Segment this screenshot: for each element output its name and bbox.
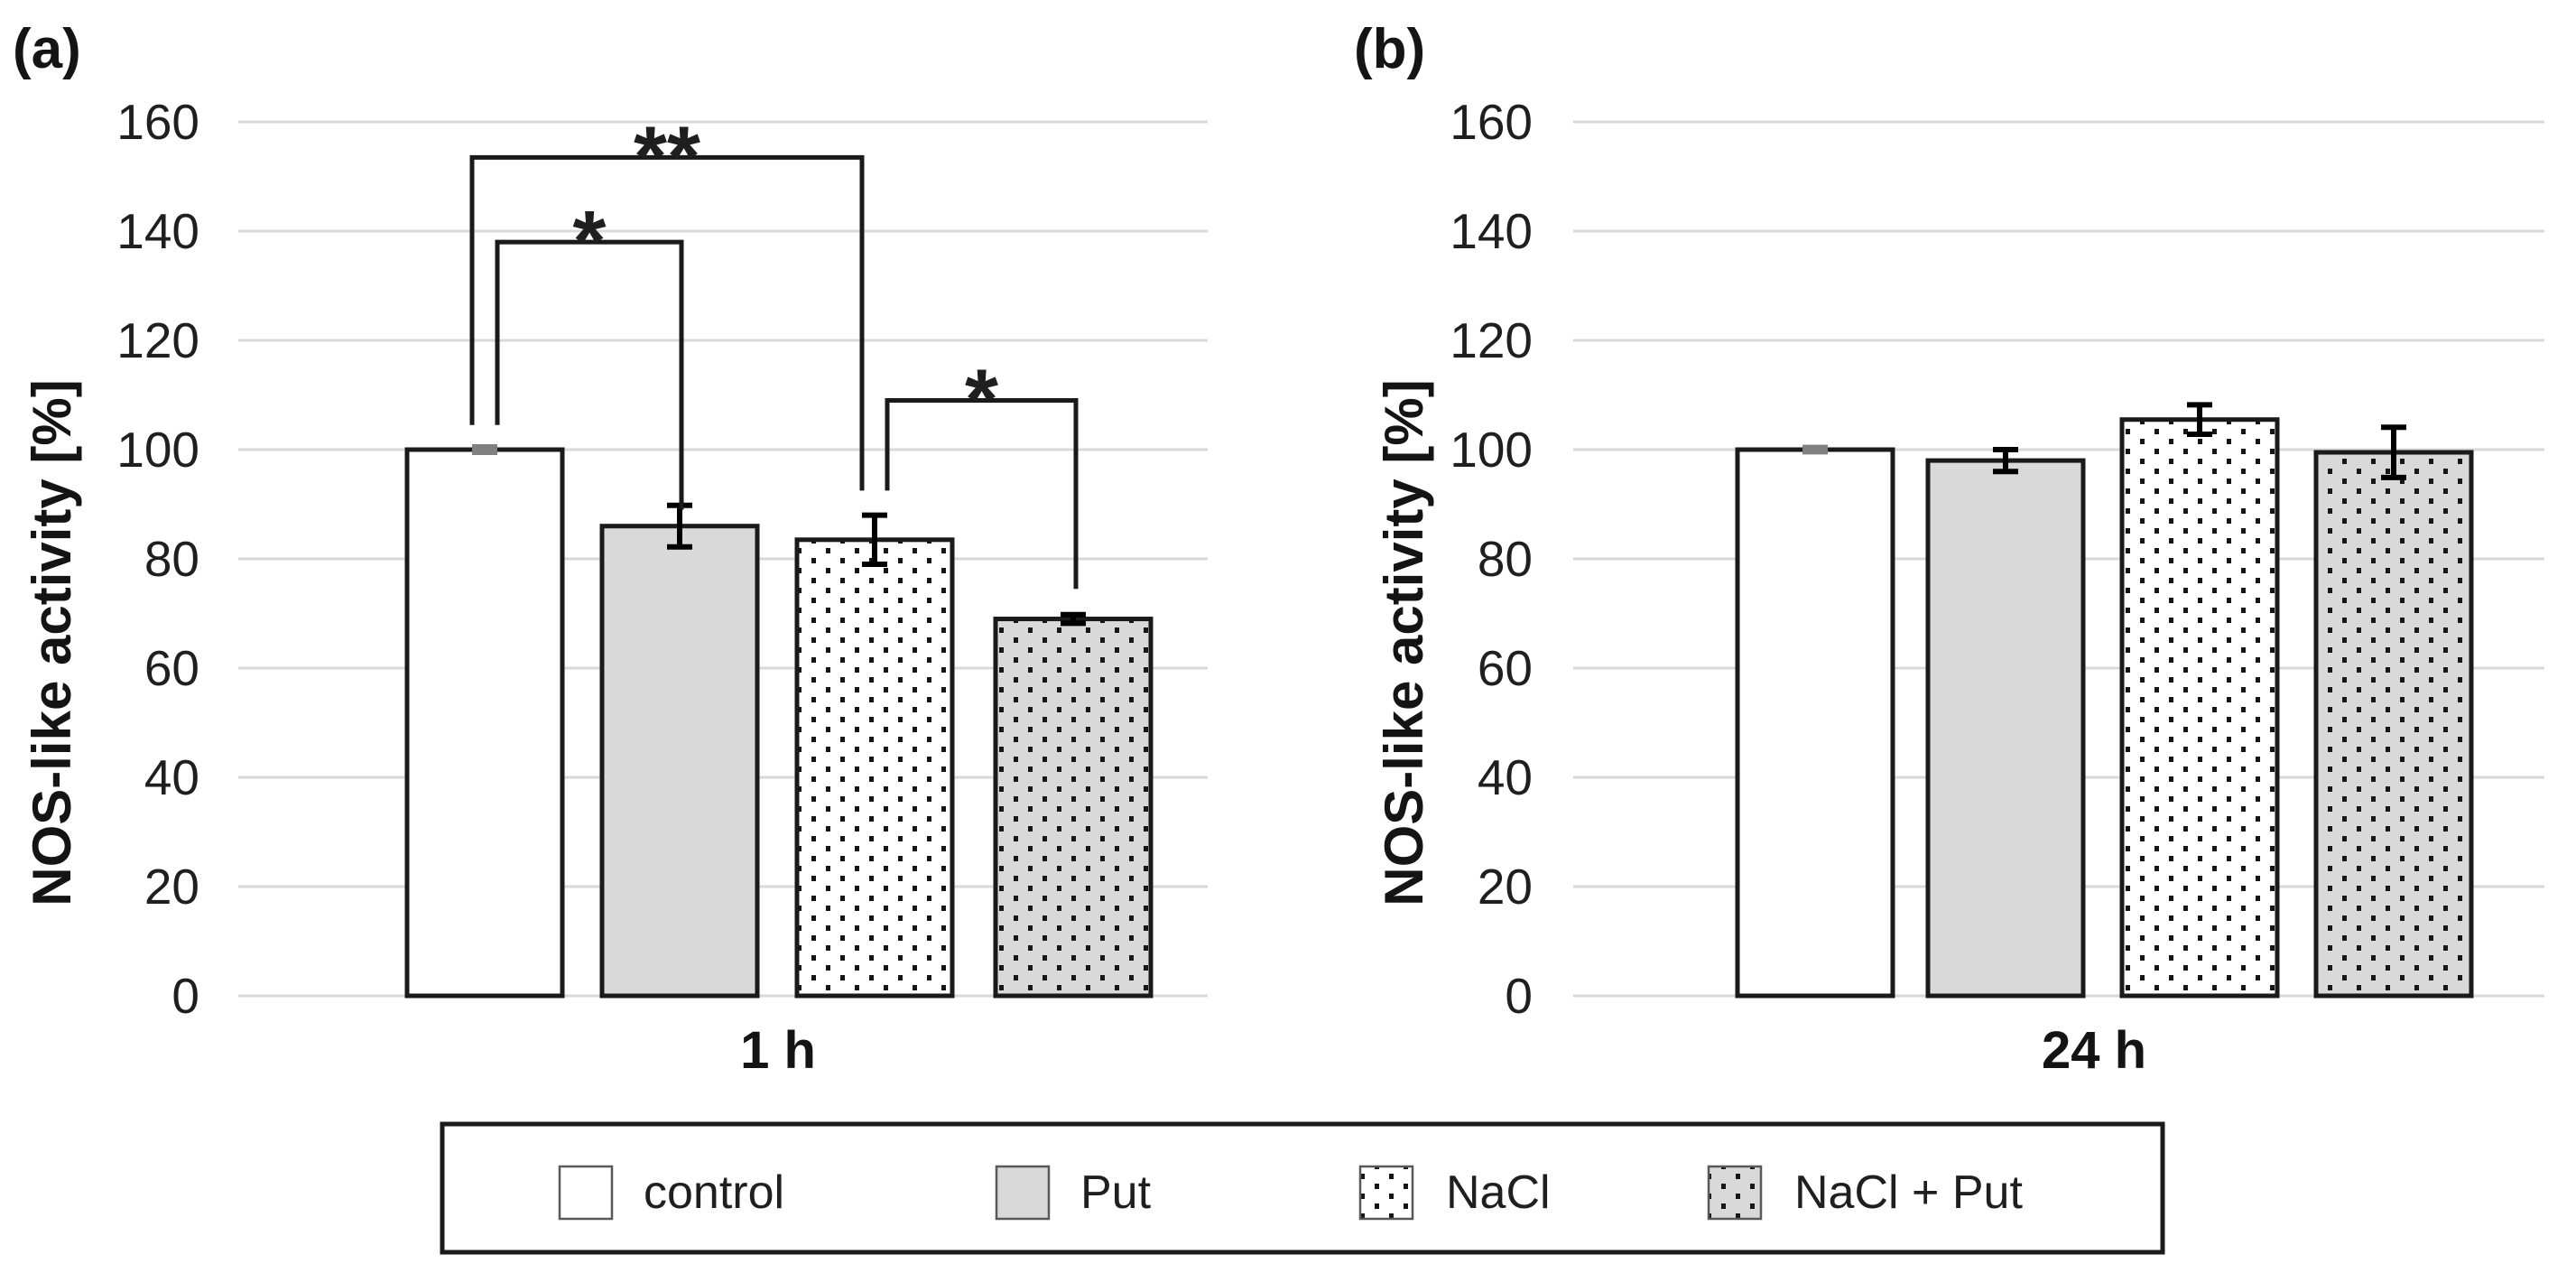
panel-b-label: (b): [1354, 18, 1426, 80]
bar-a-control: [404, 447, 565, 999]
y-tick-label-b-0: 0: [1505, 968, 1533, 1024]
legend-box: [440, 1121, 2165, 1255]
panel-a-x-category-label: 1 h: [740, 1021, 816, 1080]
error-bar-a-nacl: [862, 512, 887, 568]
panel-b-x-category-label: 24 h: [2041, 1021, 2147, 1080]
y-tick-label-a-100: 100: [116, 422, 199, 478]
bar-a-put: [599, 524, 760, 999]
y-tick-label-a-60: 60: [144, 640, 199, 696]
error-bar-b-nacl-put: [2381, 424, 2406, 480]
legend-label-nacl-put: NaCl + Put: [1794, 1166, 2023, 1219]
y-tick-label-b-40: 40: [1478, 749, 1533, 805]
bar-b-nacl-put: [2313, 450, 2474, 999]
legend-swatch-nacl-icon: [1358, 1165, 1414, 1221]
panel-b-y-axis-title: NOS-like activity [%]: [1374, 379, 1434, 906]
error-bar-a-control: [472, 443, 497, 456]
bar-a-nacl-put: [993, 617, 1154, 999]
legend-swatch-put-icon: [995, 1165, 1051, 1221]
legend-label-control: control: [644, 1166, 784, 1219]
y-tick-label-a-40: 40: [144, 749, 199, 805]
bar-a-nacl: [794, 537, 955, 999]
y-tick-label-a-160: 160: [116, 94, 199, 150]
y-tick-label-b-100: 100: [1450, 422, 1533, 478]
sig-label-a-1: *: [573, 193, 607, 289]
sig-bracket-a-2: [885, 398, 1079, 590]
y-tick-label-b-120: 120: [1450, 312, 1533, 368]
sig-bracket-a-0: [469, 154, 865, 491]
panel-a-y-axis-title: NOS-like activity [%]: [22, 379, 82, 906]
error-bar-b-control: [1802, 444, 1828, 455]
sig-label-a-0: **: [634, 108, 700, 204]
bar-b-put: [1925, 458, 2086, 999]
sig-bracket-a-1: [495, 239, 684, 510]
y-tick-label-b-20: 20: [1478, 859, 1533, 915]
bar-b-control: [1735, 447, 1895, 999]
error-bar-a-nacl-put: [1061, 611, 1086, 627]
y-tick-label-a-120: 120: [116, 312, 199, 368]
y-tick-label-b-60: 60: [1478, 640, 1533, 696]
legend-swatch-control-icon: [558, 1165, 614, 1221]
error-bar-b-nacl: [2187, 402, 2212, 438]
y-tick-label-b-160: 160: [1450, 94, 1533, 150]
y-tick-label-a-80: 80: [144, 531, 199, 587]
panel-b: 0 20 40 60 80 100 120 140 160: [1450, 94, 2544, 1024]
y-tick-label-a-0: 0: [171, 968, 199, 1024]
error-bar-b-put: [1993, 447, 2018, 475]
bar-b-nacl: [2119, 417, 2280, 999]
y-tick-label-b-80: 80: [1478, 531, 1533, 587]
sig-label-a-2: *: [965, 352, 998, 448]
y-tick-label-a-20: 20: [144, 859, 199, 915]
legend-label-nacl: NaCl: [1446, 1166, 1551, 1219]
y-tick-label-b-140: 140: [1450, 203, 1533, 259]
panel-a-label: (a): [13, 18, 81, 80]
legend-swatch-nacl-put-icon: [1707, 1165, 1763, 1221]
legend-label-put: Put: [1080, 1166, 1152, 1219]
legend: control Put NaCl NaCl + Put: [440, 1121, 2165, 1255]
y-tick-label-a-140: 140: [116, 203, 199, 259]
